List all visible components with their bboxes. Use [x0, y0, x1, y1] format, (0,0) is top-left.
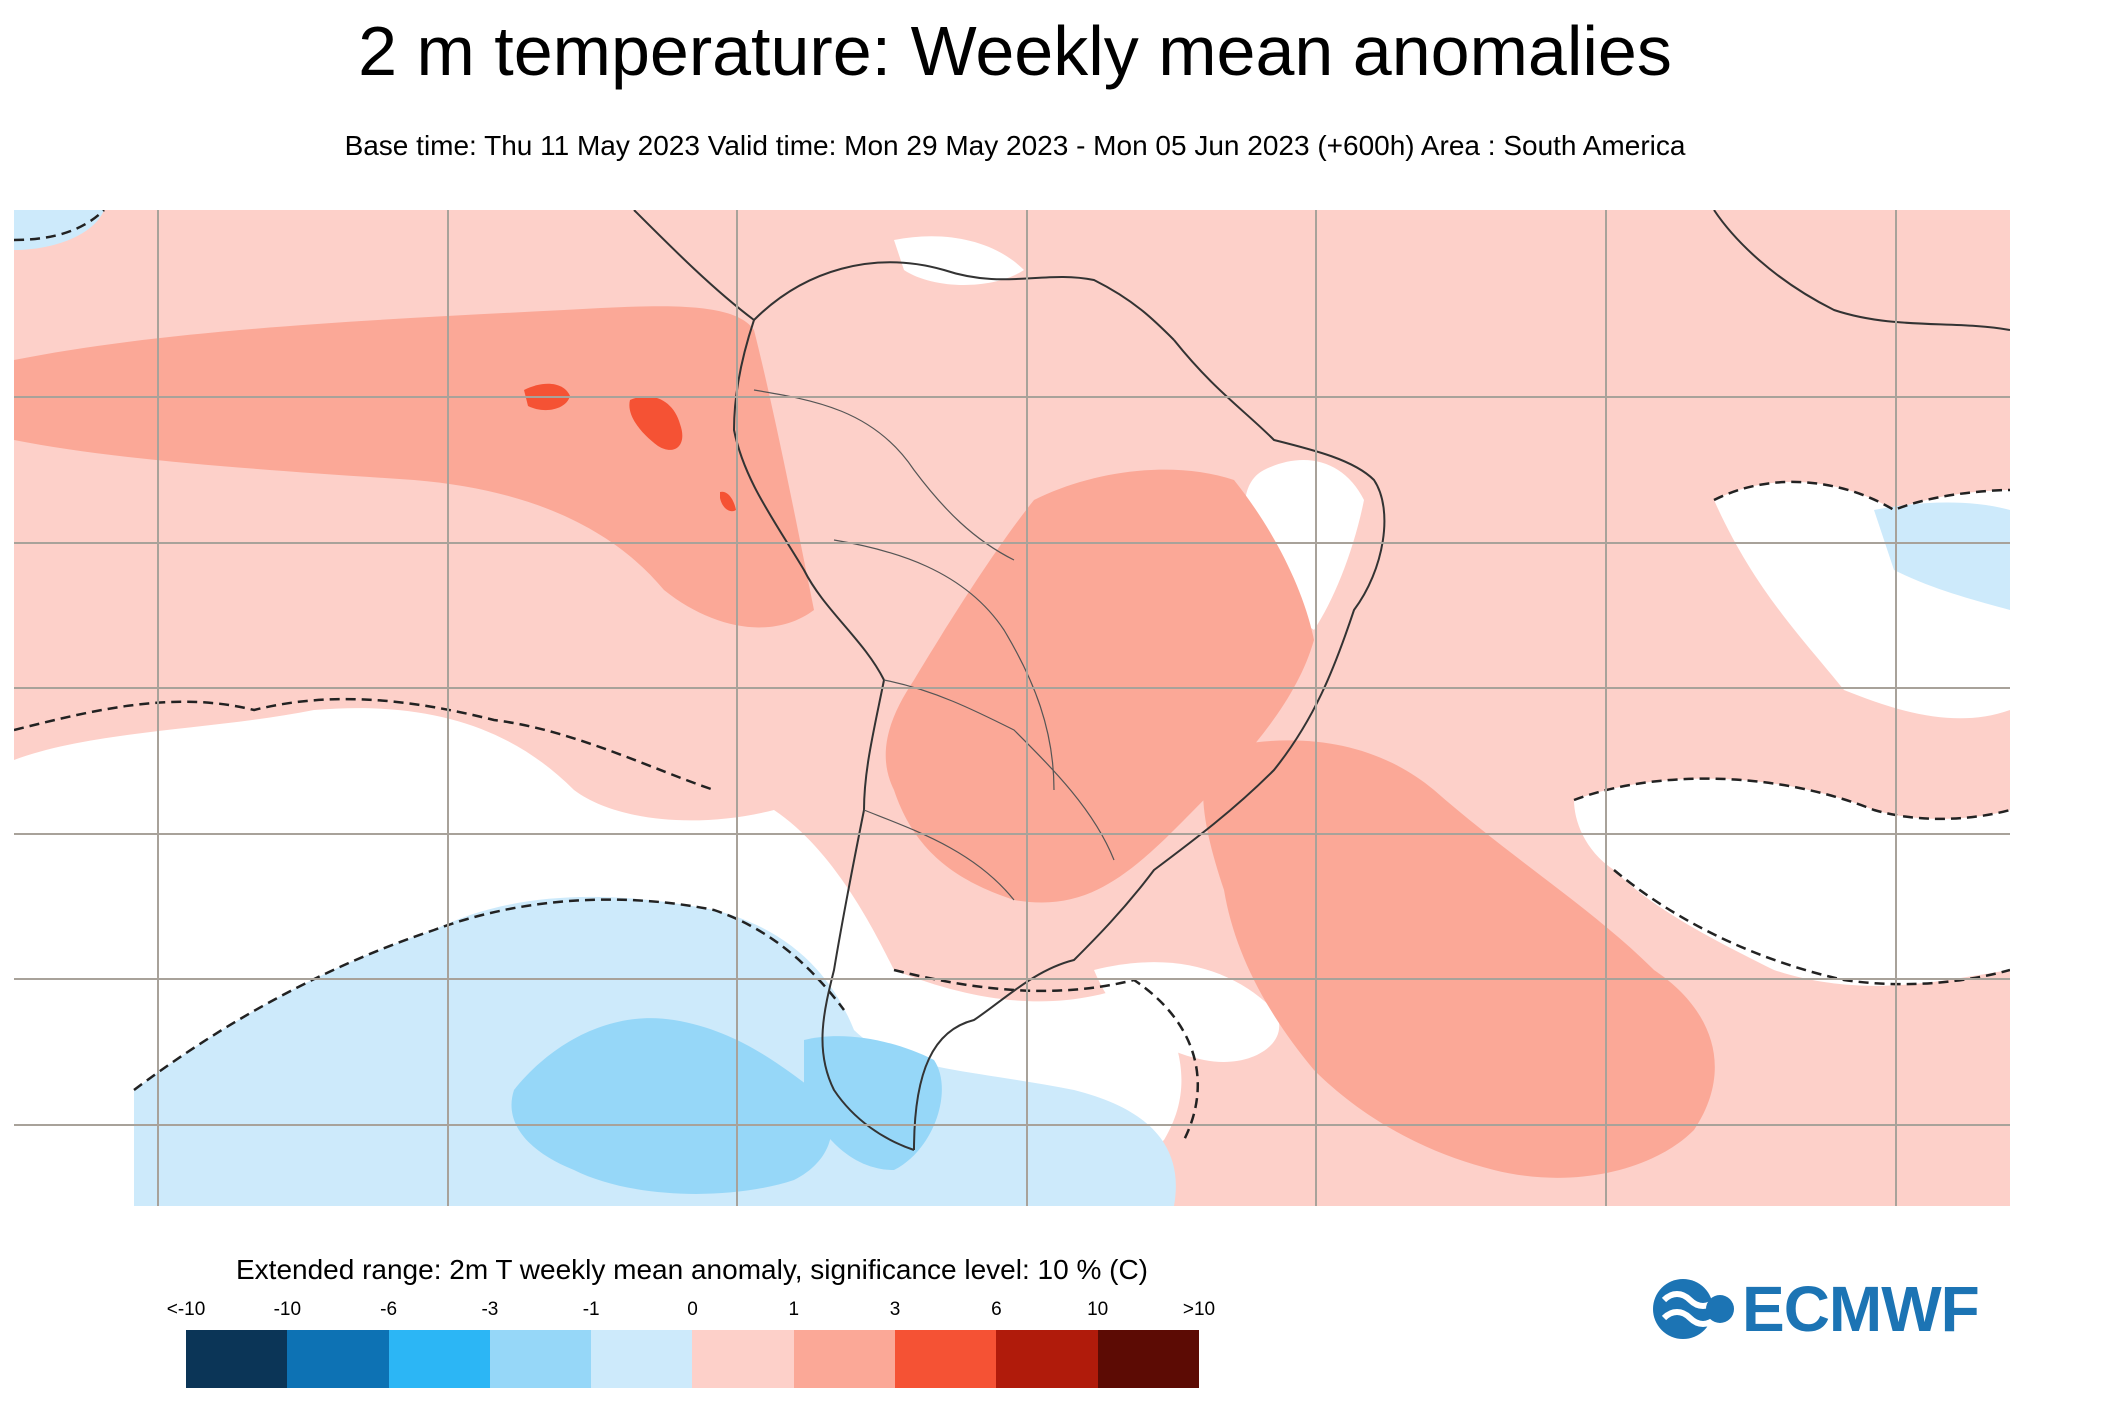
- legend-color-swatch: [996, 1330, 1098, 1388]
- legend-tick-label: 6: [991, 1299, 1002, 1320]
- country-borders: [753, 389, 1115, 901]
- anomaly-map: [14, 210, 2010, 1206]
- page-subtitle: Base time: Thu 11 May 2023 Valid time: M…: [344, 130, 1686, 161]
- ecmwf-logo-icon: [1653, 1279, 1734, 1339]
- anomaly-field-cold-northeast: [1874, 502, 2010, 610]
- legend-tick-label: 1: [788, 1299, 800, 1320]
- anomaly-field-neutral-caribbean: [894, 236, 1024, 285]
- legend-tick-label: -6: [380, 1299, 398, 1320]
- anomaly-field-neutral-central: [1094, 962, 1280, 1062]
- legend-color-swatch: [1097, 1330, 1199, 1388]
- legend-tick-label: >10: [1182, 1299, 1216, 1320]
- legend-color-swatch: [895, 1330, 997, 1388]
- legend-tick-label: -1: [582, 1299, 600, 1320]
- legend-tick-label: 0: [687, 1299, 698, 1320]
- legend-color-swatch: [388, 1330, 490, 1388]
- legend-color-bar: [186, 1330, 1199, 1388]
- anomaly-field-hot-patch-3: [720, 491, 736, 512]
- legend-color-swatch: [793, 1330, 896, 1388]
- anomaly-field-neutral-east: [1574, 778, 2010, 986]
- legend-color-swatch: [186, 1330, 288, 1388]
- legend-color-swatch: [692, 1330, 794, 1388]
- legend-tick-label: 3: [889, 1299, 901, 1320]
- legend-color-swatch: [489, 1330, 592, 1388]
- anomaly-field-cold-patagonia: [804, 1036, 942, 1170]
- legend-tick-label: -10: [273, 1299, 302, 1320]
- legend-title: Extended range: 2m T weekly mean anomaly…: [235, 1254, 1148, 1285]
- legend-tick-label: -3: [481, 1299, 499, 1320]
- anomaly-field-cold-medium: [511, 1018, 832, 1194]
- legend-tick-labels: <-10 -10 -6 -3 -1 0 1 3 6 10 >10: [167, 1298, 1215, 1322]
- legend-tick-label: 10: [1087, 1299, 1109, 1320]
- legend-color-swatch: [287, 1330, 389, 1388]
- anomaly-field-warm-pacific: [14, 306, 814, 628]
- legend-color-swatch: [591, 1330, 693, 1388]
- anomaly-field-hot-patch-2: [629, 396, 683, 450]
- logo-text: ECMWF: [1742, 1273, 1980, 1345]
- legend-tick-label: <-10: [166, 1299, 206, 1320]
- ecmwf-logo: ECMWF: [1650, 1276, 1990, 1342]
- anomaly-field-warm-atlantic: [1203, 740, 1715, 1178]
- anomaly-field-neutral-brazil: [1245, 460, 1364, 630]
- page-title: 2 m temperature: Weekly mean anomalies: [358, 12, 1672, 90]
- lat-lon-grid: [14, 210, 2010, 1206]
